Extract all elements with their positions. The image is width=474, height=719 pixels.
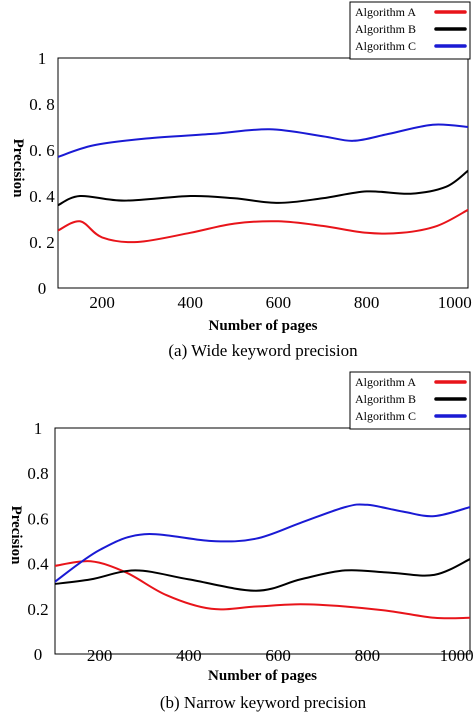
- chart-panel-a: 0 0. 2 0. 4 0. 6 0. 8 1 200 400 600 800 1000 Number…: [10, 1, 472, 360]
- x-tick-label: 1000: [440, 646, 474, 665]
- plot-area-frame: [54, 427, 471, 655]
- legend-label: Algorithm B: [355, 22, 416, 36]
- y-tick-label: 0: [38, 279, 47, 298]
- y-tick-label: 1: [38, 49, 47, 68]
- x-tick-label: 800: [355, 646, 381, 665]
- series-line-algorithm-a: [55, 560, 470, 620]
- y-axis-label: Precision: [8, 506, 24, 566]
- y-tick-label: 0. 6: [29, 141, 55, 160]
- y-axis-label: Precision: [10, 139, 26, 199]
- x-axis-label: Number of pages: [209, 318, 318, 334]
- legend-label: Algorithm B: [355, 392, 416, 406]
- x-tick-label: 400: [176, 646, 202, 665]
- y-tick-label: 0.4: [27, 555, 49, 574]
- legend-label: Algorithm A: [355, 5, 416, 19]
- chart-caption: (b) Narrow keyword precision: [160, 693, 367, 712]
- x-axis-label: Number of pages: [208, 668, 317, 684]
- x-tick-label: 400: [178, 293, 204, 312]
- y-tick-label: 0. 8: [29, 95, 55, 114]
- x-tick-label: 800: [354, 293, 380, 312]
- chart-caption: (a) Wide keyword precision: [168, 341, 358, 360]
- series-line-algorithm-b: [55, 558, 470, 592]
- plot-area-frame: [57, 57, 469, 289]
- legend-label: Algorithm C: [355, 39, 416, 53]
- y-tick-label: 0.6: [27, 509, 48, 528]
- series-line-algorithm-c: [55, 503, 470, 583]
- legend-label: Algorithm C: [355, 409, 416, 423]
- series-line-algorithm-a: [58, 208, 468, 244]
- series-lines: [55, 503, 470, 620]
- x-tick-label: 1000: [438, 293, 472, 312]
- x-tick-label: 600: [265, 646, 291, 665]
- chart-legend: Algorithm A Algorithm B Algorithm C: [349, 371, 471, 430]
- x-tick-label: 200: [87, 646, 113, 665]
- x-tick-label: 600: [266, 293, 292, 312]
- y-tick-label: 0.8: [27, 464, 48, 483]
- series-line-algorithm-c: [58, 123, 468, 158]
- x-tick-label: 200: [89, 293, 115, 312]
- y-tick-label: 1: [34, 419, 43, 438]
- y-tick-label: 0. 2: [29, 233, 55, 252]
- chart-legend: Algorithm A Algorithm B Algorithm C: [349, 1, 471, 60]
- series-lines: [58, 123, 468, 244]
- y-tick-label: 0.2: [27, 600, 48, 619]
- y-tick-label: 0: [34, 645, 43, 664]
- series-line-algorithm-b: [58, 169, 468, 207]
- chart-panel-b: 0 0.2 0.4 0.6 0.8 1 200 400 600 800 1000 Number of …: [8, 371, 474, 712]
- legend-label: Algorithm A: [355, 375, 416, 389]
- y-tick-label: 0. 4: [29, 187, 55, 206]
